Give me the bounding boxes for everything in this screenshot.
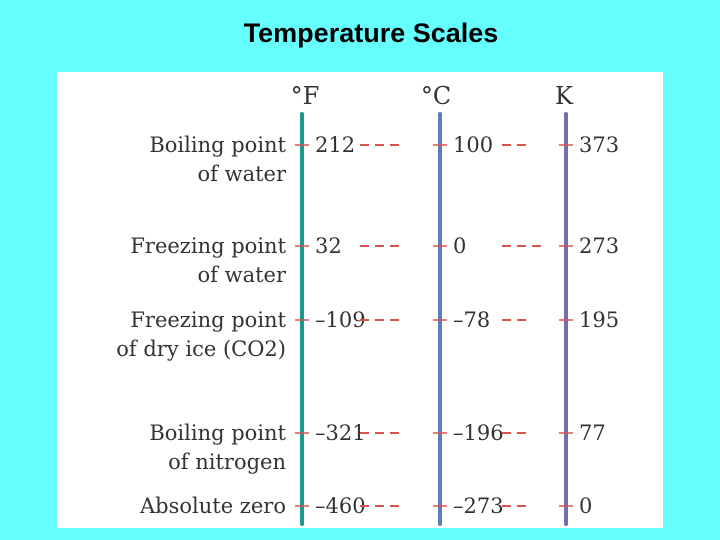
value-k: 77 bbox=[579, 421, 606, 445]
point-label-line: of dry ice (CO2) bbox=[116, 337, 286, 361]
value-f: 212 bbox=[315, 133, 355, 157]
point-label-line: Freezing point bbox=[130, 234, 286, 258]
point-label-line: of water bbox=[198, 162, 287, 186]
point-label-line: of water bbox=[198, 263, 287, 287]
point-label-line: Boiling point bbox=[149, 421, 286, 445]
value-f: 32 bbox=[315, 234, 342, 258]
temperature-scales-diagram: °F °C K Boiling point of water 212 100 373 Freez… bbox=[116, 82, 619, 526]
point-label-line: of nitrogen bbox=[168, 450, 286, 474]
value-c: 0 bbox=[453, 234, 466, 258]
value-f: –109 bbox=[315, 308, 366, 332]
value-f: –460 bbox=[315, 494, 366, 518]
scale-heading-k: K bbox=[555, 82, 574, 110]
value-f: –321 bbox=[315, 421, 366, 445]
point-label-line: Freezing point bbox=[130, 308, 286, 332]
scale-heading-f: °F bbox=[291, 82, 320, 110]
value-c: 100 bbox=[453, 133, 493, 157]
value-k: 373 bbox=[579, 133, 619, 157]
value-c: –196 bbox=[453, 421, 504, 445]
value-k: 195 bbox=[579, 308, 619, 332]
value-k: 273 bbox=[579, 234, 619, 258]
point-label-line: Absolute zero bbox=[139, 494, 286, 518]
diagram-panel: °F °C K Boiling point of water 212 100 373 Freez… bbox=[57, 72, 663, 528]
value-k: 0 bbox=[579, 494, 592, 518]
value-c: –78 bbox=[453, 308, 490, 332]
slide-title: Temperature Scales bbox=[243, 18, 499, 48]
scale-heading-c: °C bbox=[421, 82, 451, 110]
point-label-line: Boiling point bbox=[149, 133, 286, 157]
value-c: –273 bbox=[453, 494, 504, 518]
